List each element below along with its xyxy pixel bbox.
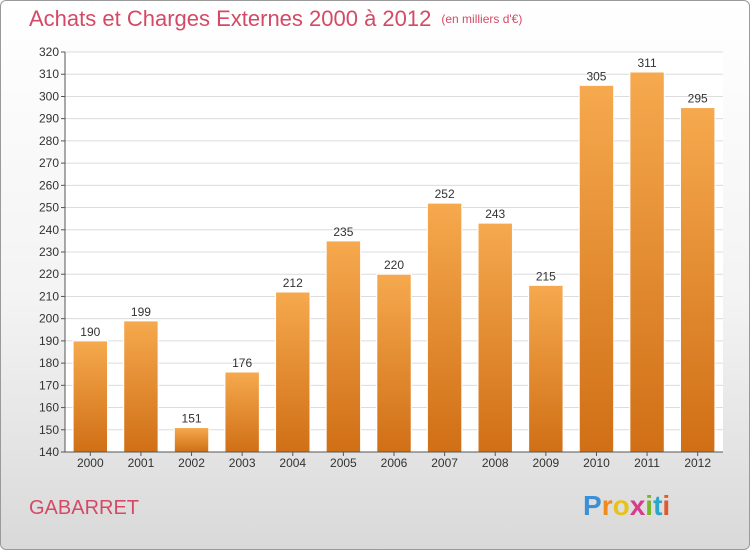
y-tick-label: 320 bbox=[39, 45, 59, 59]
x-tick-label-2012: 2012 bbox=[684, 456, 711, 470]
y-tick-label: 160 bbox=[39, 401, 59, 415]
bar-2009 bbox=[528, 284, 564, 453]
bar-2012 bbox=[679, 107, 716, 453]
logo-letter: P bbox=[583, 490, 602, 521]
x-tick-label-2001: 2001 bbox=[128, 456, 155, 470]
bar-2007 bbox=[426, 202, 463, 453]
y-tick-label: 300 bbox=[39, 89, 59, 103]
value-label-2006: 220 bbox=[384, 258, 404, 272]
logo-letter: o bbox=[612, 490, 630, 521]
proxiti-logo: Proxiti bbox=[583, 490, 670, 522]
x-tick-label-2002: 2002 bbox=[178, 456, 205, 470]
value-label-2008: 243 bbox=[485, 207, 505, 221]
x-tick-label-2005: 2005 bbox=[330, 456, 357, 470]
y-tick-label: 270 bbox=[39, 156, 59, 170]
logo-letter: r bbox=[601, 490, 613, 521]
bar-2000 bbox=[72, 340, 109, 453]
y-tick-label: 190 bbox=[39, 334, 59, 348]
value-label-2005: 235 bbox=[333, 225, 353, 239]
value-label-2000: 190 bbox=[80, 325, 100, 339]
bar-2001 bbox=[123, 320, 159, 453]
location-label: GABARRET bbox=[29, 497, 140, 519]
x-tick-label-2010: 2010 bbox=[583, 456, 610, 470]
y-tick-label: 310 bbox=[39, 67, 59, 81]
chart-title: Achats et Charges Externes 2000 à 2012 (e… bbox=[29, 6, 523, 31]
y-tick-label: 210 bbox=[39, 289, 59, 303]
value-label-2007: 252 bbox=[435, 187, 455, 201]
bar-2010 bbox=[578, 84, 615, 453]
x-tick-label-2011: 2011 bbox=[634, 456, 660, 470]
bar-2002 bbox=[173, 427, 210, 453]
bars: 190 199 151 176 212 235 220 252 243 215 305 311 295 bbox=[72, 56, 716, 453]
y-axis: 140 150 160 170 180 190 200 210 220 230 240 250 260 2… bbox=[39, 45, 66, 459]
x-tick-label-2006: 2006 bbox=[381, 456, 408, 470]
bar-2008 bbox=[477, 222, 513, 453]
bar-2006 bbox=[376, 273, 412, 453]
y-tick-label: 180 bbox=[39, 356, 59, 370]
value-label-2009: 215 bbox=[536, 269, 556, 283]
x-tick-label-2000: 2000 bbox=[77, 456, 104, 470]
bar-2005 bbox=[325, 240, 362, 453]
y-tick-label: 240 bbox=[39, 223, 59, 237]
x-tick-label-2004: 2004 bbox=[279, 456, 306, 470]
x-tick-label-2008: 2008 bbox=[482, 456, 509, 470]
logo-letter: x bbox=[629, 490, 646, 521]
y-tick-label: 220 bbox=[39, 267, 59, 281]
y-tick-label: 200 bbox=[39, 312, 59, 326]
x-axis: 2000 2001 2002 2003 2004 2005 2006 2007 2008 2009… bbox=[65, 451, 723, 470]
value-label-2002: 151 bbox=[182, 412, 202, 426]
y-tick-label: 280 bbox=[39, 134, 59, 148]
logo-letter: i bbox=[645, 490, 654, 521]
x-tick-label-2003: 2003 bbox=[229, 456, 256, 470]
y-tick-label: 230 bbox=[39, 245, 59, 259]
value-label-2011: 311 bbox=[638, 56, 657, 70]
bar-2011 bbox=[629, 71, 665, 453]
chart-unit: (en milliers d'€) bbox=[441, 12, 523, 26]
y-tick-label: 170 bbox=[39, 378, 59, 392]
value-label-2001: 199 bbox=[131, 305, 151, 319]
x-tick-label-2007: 2007 bbox=[431, 456, 458, 470]
value-label-2010: 305 bbox=[586, 69, 606, 83]
y-tick-label: 290 bbox=[39, 112, 59, 126]
bar-2004 bbox=[275, 291, 311, 453]
y-tick-label: 250 bbox=[39, 201, 59, 215]
y-tick-label: 140 bbox=[39, 445, 59, 459]
y-tick-label: 260 bbox=[39, 178, 59, 192]
value-label-2012: 295 bbox=[688, 92, 708, 106]
logo-letter: i bbox=[662, 490, 671, 521]
y-tick-label: 150 bbox=[39, 423, 59, 437]
value-label-2004: 212 bbox=[283, 276, 303, 290]
x-tick-label-2009: 2009 bbox=[532, 456, 559, 470]
logo-letter: t bbox=[653, 490, 663, 521]
value-label-2003: 176 bbox=[232, 356, 252, 370]
bar-2003 bbox=[224, 371, 260, 453]
